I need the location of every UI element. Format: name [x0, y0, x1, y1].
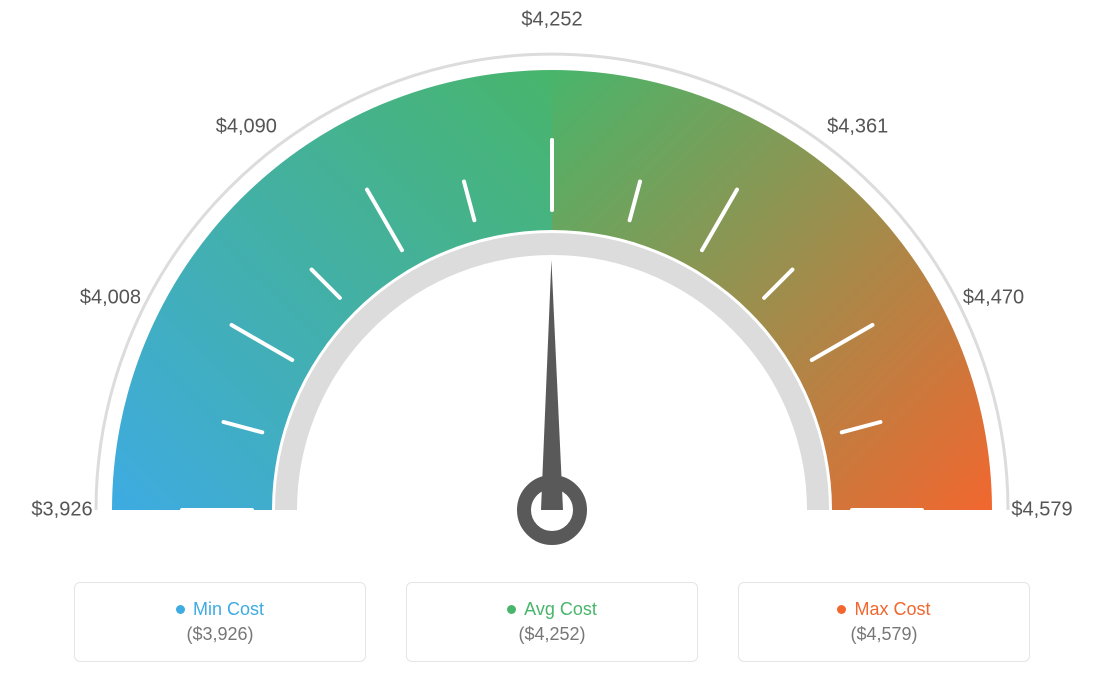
gauge-chart: $3,926 $4,008 $4,090 $4,252 $4,361 $4,470 $4,5…	[0, 0, 1104, 560]
gauge-tick-label: $4,252	[521, 9, 582, 32]
gauge-tick-label: $3,926	[31, 499, 92, 522]
legend-label-max: Max Cost	[854, 599, 930, 620]
gauge-tick-label: $4,470	[963, 286, 1024, 309]
legend-dot-min	[176, 605, 185, 614]
legend-value-avg: ($4,252)	[518, 624, 585, 645]
legend-title-max: Max Cost	[837, 599, 930, 620]
legend-value-max: ($4,579)	[850, 624, 917, 645]
legend-value-min: ($3,926)	[186, 624, 253, 645]
legend-row: Min Cost ($3,926) Avg Cost ($4,252) Max …	[0, 582, 1104, 662]
gauge-tick-label: $4,090	[216, 116, 277, 139]
legend-title-avg: Avg Cost	[507, 599, 597, 620]
legend-card-max: Max Cost ($4,579)	[738, 582, 1030, 662]
legend-label-avg: Avg Cost	[524, 599, 597, 620]
legend-card-min: Min Cost ($3,926)	[74, 582, 366, 662]
legend-dot-avg	[507, 605, 516, 614]
gauge-tick-label: $4,008	[80, 286, 141, 309]
legend-dot-max	[837, 605, 846, 614]
gauge-tick-label: $4,361	[827, 116, 888, 139]
legend-label-min: Min Cost	[193, 599, 264, 620]
gauge-tick-label: $4,579	[1011, 499, 1072, 522]
legend-title-min: Min Cost	[176, 599, 264, 620]
legend-card-avg: Avg Cost ($4,252)	[406, 582, 698, 662]
